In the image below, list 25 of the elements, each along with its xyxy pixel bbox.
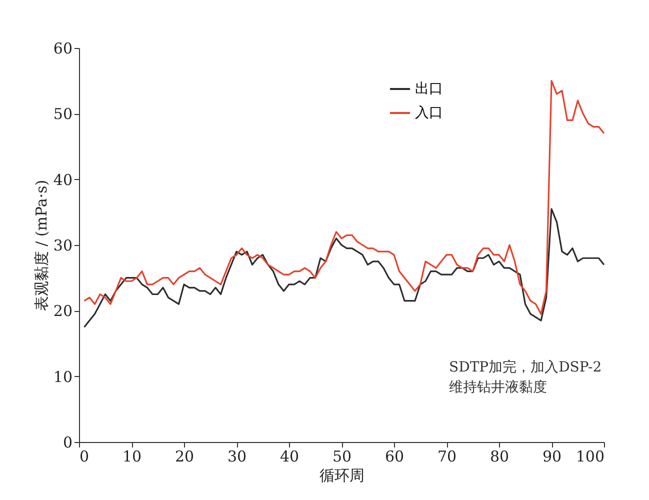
y-tick-label: 10 xyxy=(53,368,72,386)
y-tick-label: 40 xyxy=(53,170,72,189)
line-series xyxy=(83,80,605,315)
legend-label: 入口 xyxy=(415,105,443,121)
y-tick-label: 0 xyxy=(62,434,72,452)
line-series xyxy=(83,208,605,328)
y-tick-label: 60 xyxy=(53,40,72,58)
x-tick-label: 80 xyxy=(490,448,510,466)
annotation: SDTP加完，加入DSP-2 维持钻井液黏度 xyxy=(449,360,602,396)
x-tick-label: 60 xyxy=(384,448,404,466)
x-tick-label: 10 xyxy=(122,448,142,466)
legend-label: 出口 xyxy=(415,81,443,97)
x-axis-title: 循环周 xyxy=(320,466,364,484)
y-tick-label: 20 xyxy=(53,302,72,320)
y-tick-label: 50 xyxy=(53,105,72,124)
x-tick-label: 30 xyxy=(227,448,247,466)
x-tick-label: 20 xyxy=(174,448,194,466)
x-tick-label: 40 xyxy=(280,448,300,466)
x-tick-label: 0 xyxy=(80,448,90,466)
y-tick-label: 30 xyxy=(53,236,72,254)
y-axis-title: 表观黏度 / (mPa·s) xyxy=(32,180,50,312)
x-tick-label: 100 xyxy=(576,448,604,466)
x-tick-label: 70 xyxy=(437,448,457,466)
x-tick-label: 90 xyxy=(542,448,562,466)
x-tick-label: 50 xyxy=(332,448,352,466)
